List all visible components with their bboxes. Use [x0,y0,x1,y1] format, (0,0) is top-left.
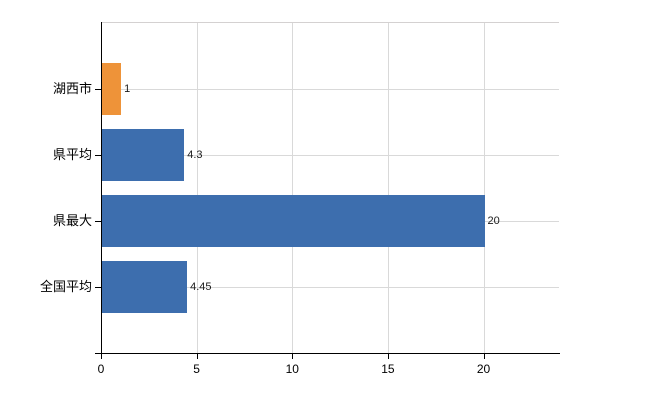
bar-value-label: 4.45 [190,281,212,293]
x-axis-tick-label: 5 [193,362,200,376]
x-axis-tick-label: 0 [97,362,105,376]
x-gridline [196,23,198,353]
bar-3 [102,195,485,247]
plot-top-border [101,22,559,23]
x-axis-tick [387,354,389,359]
category-label: 湖西市 [52,81,92,96]
x-axis-tick [196,354,198,359]
category-gridline [102,287,559,288]
x-gridline [387,23,389,353]
x-gridline [483,23,485,353]
category-tick [95,89,101,90]
category-tick [95,155,101,156]
bar-1 [102,63,122,115]
category-label: 県平均 [52,147,92,162]
x-axis-line [95,353,560,354]
x-axis-tick-label: 20 [476,362,491,376]
x-gridline [292,23,294,353]
category-tick [95,287,101,288]
bar-value-label: 4.3 [187,149,203,161]
x-axis-tick [483,354,485,359]
category-gridline [102,89,559,90]
category-gridline [102,155,559,156]
bar-value-label: 20 [487,215,500,227]
y-axis-line [101,22,102,353]
x-axis-tick-label: 10 [285,362,299,376]
category-tick [95,221,101,222]
bar-2 [102,129,185,181]
category-label: 県最大 [52,213,92,228]
x-axis-tick [101,354,102,359]
bar-4 [102,261,188,313]
x-axis-tick-label: 15 [381,362,395,376]
bar-value-label: 1 [124,83,131,95]
x-axis-tick [292,354,294,359]
category-label: 全国平均 [39,279,92,294]
